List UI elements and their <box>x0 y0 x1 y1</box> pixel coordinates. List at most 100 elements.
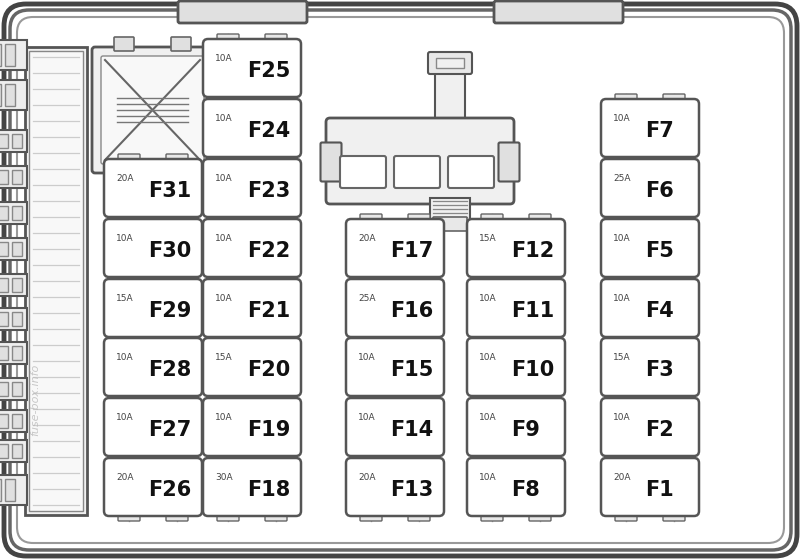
Text: F30: F30 <box>149 241 192 261</box>
FancyBboxPatch shape <box>663 510 685 521</box>
FancyBboxPatch shape <box>104 338 202 396</box>
Bar <box>0 84 1 106</box>
FancyBboxPatch shape <box>615 211 637 222</box>
FancyBboxPatch shape <box>615 333 637 344</box>
Text: F14: F14 <box>391 420 434 440</box>
Text: F31: F31 <box>149 181 192 201</box>
FancyBboxPatch shape <box>663 390 685 401</box>
Text: 10A: 10A <box>613 413 630 422</box>
FancyBboxPatch shape <box>265 214 287 225</box>
FancyBboxPatch shape <box>217 390 239 401</box>
FancyBboxPatch shape <box>346 338 444 396</box>
FancyBboxPatch shape <box>360 453 382 464</box>
FancyBboxPatch shape <box>408 271 430 282</box>
FancyBboxPatch shape <box>360 390 382 401</box>
FancyBboxPatch shape <box>601 99 699 157</box>
FancyBboxPatch shape <box>448 156 494 188</box>
Text: F21: F21 <box>248 301 291 321</box>
Text: F25: F25 <box>248 61 291 81</box>
FancyBboxPatch shape <box>494 1 623 23</box>
FancyBboxPatch shape <box>217 274 239 285</box>
FancyBboxPatch shape <box>615 274 637 285</box>
FancyBboxPatch shape <box>360 274 382 285</box>
Bar <box>0 166 27 188</box>
Bar <box>12 242 22 256</box>
Bar <box>12 312 22 326</box>
FancyBboxPatch shape <box>217 393 239 404</box>
FancyBboxPatch shape <box>615 214 637 225</box>
Text: 10A: 10A <box>479 413 497 422</box>
Text: F19: F19 <box>248 420 291 440</box>
FancyBboxPatch shape <box>360 450 382 461</box>
Text: 10A: 10A <box>479 294 497 303</box>
Bar <box>0 308 27 330</box>
FancyBboxPatch shape <box>601 338 699 396</box>
Text: 10A: 10A <box>215 54 232 63</box>
Bar <box>5 84 15 106</box>
Text: F27: F27 <box>149 420 192 440</box>
FancyBboxPatch shape <box>663 333 685 344</box>
Text: fuse-box.info: fuse-box.info <box>30 364 40 436</box>
Text: F20: F20 <box>248 360 291 380</box>
FancyBboxPatch shape <box>663 154 685 165</box>
FancyBboxPatch shape <box>203 398 301 456</box>
Bar <box>5 44 15 66</box>
Text: 20A: 20A <box>358 473 376 482</box>
FancyBboxPatch shape <box>166 154 188 165</box>
FancyBboxPatch shape <box>265 94 287 105</box>
FancyBboxPatch shape <box>171 169 191 183</box>
FancyBboxPatch shape <box>203 219 301 277</box>
Bar <box>0 382 8 396</box>
FancyBboxPatch shape <box>166 450 188 461</box>
FancyBboxPatch shape <box>265 211 287 222</box>
FancyBboxPatch shape <box>217 94 239 105</box>
Text: F6: F6 <box>646 181 674 201</box>
FancyBboxPatch shape <box>467 458 565 516</box>
FancyBboxPatch shape <box>217 211 239 222</box>
FancyBboxPatch shape <box>265 450 287 461</box>
FancyBboxPatch shape <box>615 390 637 401</box>
FancyBboxPatch shape <box>118 154 140 165</box>
Text: 15A: 15A <box>215 353 232 362</box>
FancyBboxPatch shape <box>408 214 430 225</box>
FancyBboxPatch shape <box>615 151 637 162</box>
FancyBboxPatch shape <box>481 393 503 404</box>
Text: 10A: 10A <box>215 234 232 243</box>
FancyBboxPatch shape <box>166 211 188 222</box>
FancyBboxPatch shape <box>529 510 551 521</box>
FancyBboxPatch shape <box>217 271 239 282</box>
FancyBboxPatch shape <box>265 390 287 401</box>
Bar <box>0 479 1 501</box>
FancyBboxPatch shape <box>529 274 551 285</box>
FancyBboxPatch shape <box>265 91 287 102</box>
FancyBboxPatch shape <box>481 271 503 282</box>
FancyBboxPatch shape <box>104 458 202 516</box>
Bar <box>0 342 27 364</box>
FancyBboxPatch shape <box>408 453 430 464</box>
Bar <box>12 134 22 148</box>
Bar <box>0 346 8 360</box>
FancyBboxPatch shape <box>118 274 140 285</box>
FancyBboxPatch shape <box>601 458 699 516</box>
FancyBboxPatch shape <box>394 156 440 188</box>
FancyBboxPatch shape <box>663 151 685 162</box>
FancyBboxPatch shape <box>481 331 503 342</box>
Bar <box>0 410 27 432</box>
FancyBboxPatch shape <box>529 331 551 342</box>
FancyBboxPatch shape <box>481 274 503 285</box>
FancyBboxPatch shape <box>203 159 301 217</box>
FancyBboxPatch shape <box>101 56 204 164</box>
FancyBboxPatch shape <box>529 450 551 461</box>
FancyBboxPatch shape <box>481 450 503 461</box>
FancyBboxPatch shape <box>529 453 551 464</box>
FancyBboxPatch shape <box>217 510 239 521</box>
FancyBboxPatch shape <box>340 156 386 188</box>
Text: F9: F9 <box>512 420 541 440</box>
Text: F5: F5 <box>646 241 674 261</box>
FancyBboxPatch shape <box>217 151 239 162</box>
FancyBboxPatch shape <box>408 510 430 521</box>
FancyBboxPatch shape <box>166 331 188 342</box>
Bar <box>12 414 22 428</box>
FancyBboxPatch shape <box>615 453 637 464</box>
FancyBboxPatch shape <box>601 159 699 217</box>
